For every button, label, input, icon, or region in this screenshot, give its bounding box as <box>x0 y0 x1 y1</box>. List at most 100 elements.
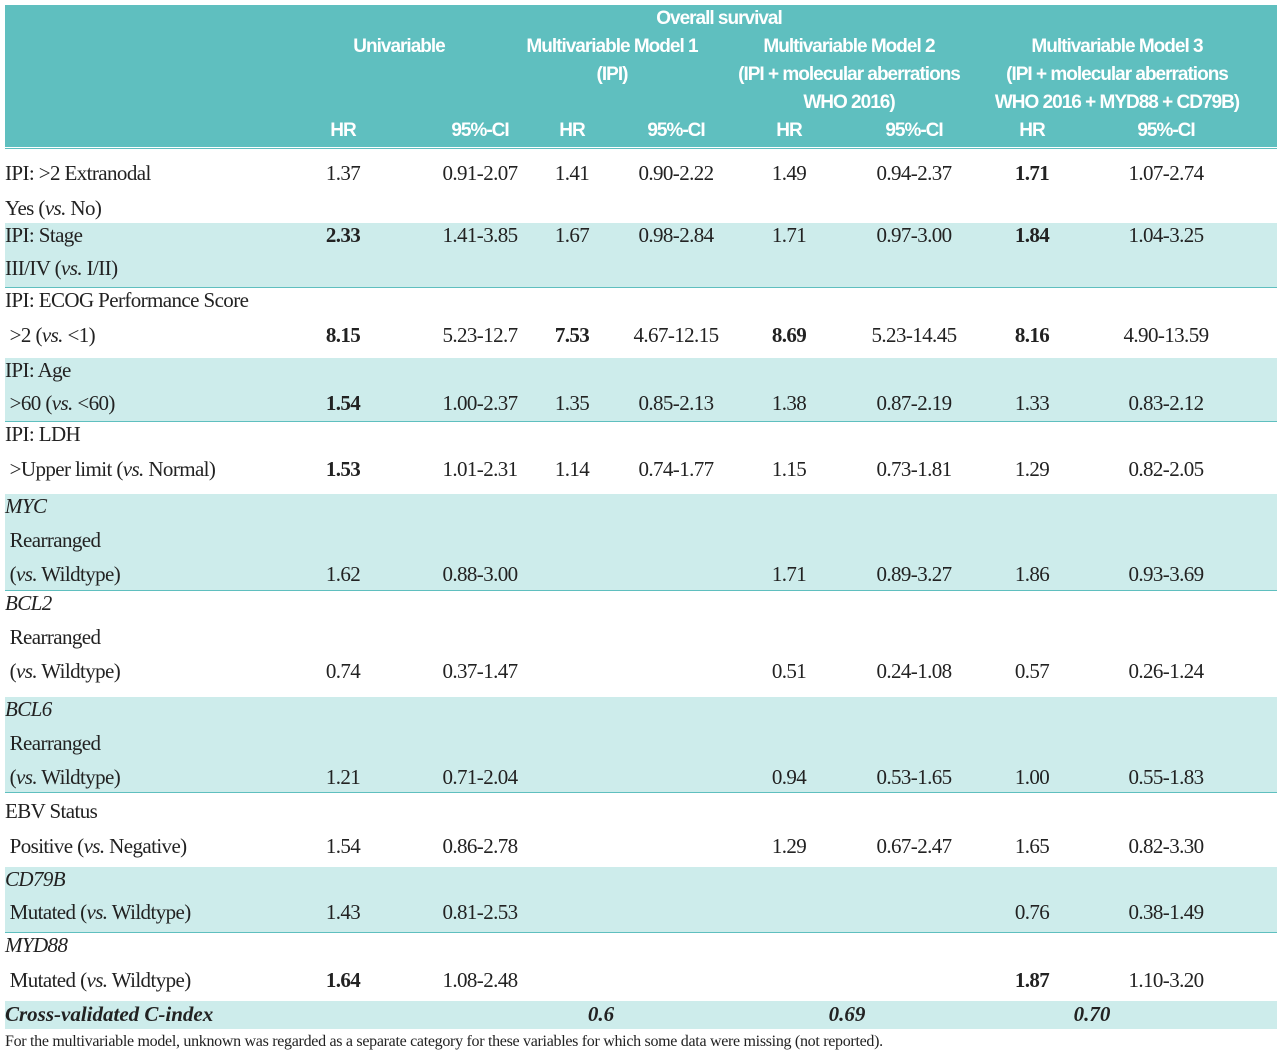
label-segment: vs. <box>16 659 38 683</box>
header-group-title: Overall survival <box>656 8 783 29</box>
label-segment: vs. <box>44 196 67 220</box>
row-line: CD79B <box>5 867 1277 901</box>
row-line: Rearranged <box>5 625 1277 659</box>
ci-cell: 0.24-1.08 <box>876 659 952 683</box>
hr-cell: 8.16 <box>1014 323 1050 347</box>
ci-cell: 1.00-2.37 <box>442 391 518 415</box>
ci-cell: 0.38-1.49 <box>1128 900 1204 924</box>
label-segment: <60) <box>72 391 115 415</box>
model-heading: WHO 2016) <box>803 92 895 113</box>
ci-cell: 0.85-2.13 <box>638 391 714 415</box>
label-segment: vs. <box>61 256 83 280</box>
row-line: Mutated (vs. Wildtype) 1.43 0.81-2.53 0.76 0… <box>5 900 1277 934</box>
label-segment: Rearranged <box>5 528 101 552</box>
hr-cell: 8.15 <box>325 323 361 347</box>
ci-cell: 0.67-2.47 <box>876 834 952 858</box>
ci-cell: 0.97-3.00 <box>876 223 952 247</box>
label-segment: Negative) <box>104 834 187 858</box>
label-segment: Rearranged <box>5 625 101 649</box>
ci-cell: 0.53-1.65 <box>876 765 952 789</box>
hr-cell: 1.67 <box>554 223 590 247</box>
ci-cell: 0.94-2.37 <box>876 161 952 185</box>
label-segment: vs. <box>122 457 145 481</box>
ci-cell: 0.73-1.81 <box>876 457 952 481</box>
row-label: CD79B <box>5 867 66 892</box>
ci-cell: 1.41-3.85 <box>442 223 518 247</box>
label-segment: Wildtype) <box>37 765 121 789</box>
row-label: Yes (vs. No) <box>5 196 102 221</box>
ci-cell: 0.82-3.30 <box>1128 834 1204 858</box>
ci-cell: 0.87-2.19 <box>876 391 952 415</box>
row-line: MYD88 <box>5 933 1277 967</box>
label-segment: Rearranged <box>5 731 101 755</box>
row-label: III/IV (vs. I/II) <box>5 256 118 281</box>
row-label: >2 (vs. <1) <box>5 323 96 348</box>
row-label: (vs. Wildtype) <box>5 659 121 684</box>
col-header-hr: HR <box>559 120 585 141</box>
label-segment: <1) <box>62 323 95 347</box>
row-label: Mutated (vs. Wildtype) <box>5 900 192 925</box>
ci-cell: 0.82-2.05 <box>1128 457 1204 481</box>
table-row: EBV Status Positive (vs. Negative) 1.54 0.… <box>5 792 1277 868</box>
row-label: Mutated (vs. Wildtype) <box>5 968 192 993</box>
row-label: IPI: >2 Extranodal <box>5 161 151 186</box>
label-segment: vs. <box>86 968 108 992</box>
row-label: IPI: ECOG Performance Score <box>5 288 249 313</box>
label-segment: >60 ( <box>5 391 53 415</box>
ci-cell: 0.83-2.12 <box>1128 391 1204 415</box>
label-segment: CD79B <box>5 867 66 891</box>
row-line: IPI: Age <box>5 358 1277 392</box>
label-segment: vs. <box>16 562 38 586</box>
col-header-hr: HR <box>330 120 356 141</box>
label-segment: >Upper limit ( <box>5 457 124 481</box>
hr-cell: 0.76 <box>1014 900 1050 924</box>
label-segment: Wildtype) <box>37 659 121 683</box>
model-heading: (IPI + molecular aberrations <box>738 64 961 85</box>
table-row: CD79B Mutated (vs. Wildtype) 1.43 0.81-2.5… <box>5 867 1277 932</box>
row-line: IPI: LDH <box>5 422 1277 456</box>
hr-cell: 0.57 <box>1014 659 1050 683</box>
ci-cell: 1.07-2.74 <box>1128 161 1204 185</box>
cindex-row: Cross-validated C-index 0.6 0.69 0.70 <box>5 1001 1277 1029</box>
hr-cell: 1.37 <box>325 161 361 185</box>
ci-cell: 0.90-2.22 <box>638 161 714 185</box>
hr-cell: 1.84 <box>1014 223 1050 247</box>
table-row: MYD88 Mutated (vs. Wildtype) 1.64 1.08-2.4… <box>5 932 1277 1001</box>
ci-cell: 0.71-2.04 <box>442 765 518 789</box>
hr-cell: 1.64 <box>325 968 361 992</box>
hr-cell: 1.53 <box>325 457 361 481</box>
model-heading: Multivariable Model 3 <box>1031 36 1203 57</box>
label-segment: ( <box>5 562 17 586</box>
row-line: BCL6 <box>5 697 1277 731</box>
label-segment: EBV Status <box>5 799 98 823</box>
table-row: IPI: ECOG Performance Score >2 (vs. <1) 8… <box>5 287 1277 359</box>
label-segment: Wildtype) <box>107 968 192 992</box>
ci-cell: 0.89-3.27 <box>876 562 952 586</box>
hr-cell: 1.38 <box>771 391 807 415</box>
label-segment: ( <box>5 765 17 789</box>
hr-cell: 7.53 <box>554 323 590 347</box>
ci-cell: 4.90-13.59 <box>1123 323 1210 347</box>
row-label: >60 (vs. <60) <box>5 391 116 416</box>
hr-cell: 1.71 <box>771 223 807 247</box>
hr-cell: 1.71 <box>1014 161 1050 185</box>
row-line: Positive (vs. Negative) 1.54 0.86-2.78 1.29… <box>5 834 1277 868</box>
hr-cell: 1.87 <box>1014 968 1050 992</box>
hr-cell: 1.71 <box>771 562 807 586</box>
hr-cell: 1.33 <box>1014 391 1050 415</box>
label-segment: vs. <box>16 765 38 789</box>
hr-cell: 8.69 <box>771 323 807 347</box>
hr-cell: 1.15 <box>771 457 807 481</box>
row-label: BCL2 <box>5 591 52 616</box>
label-segment: III/IV ( <box>5 256 62 280</box>
row-label: MYD88 <box>5 933 68 958</box>
row-line: IPI: >2 Extranodal 1.37 0.91-2.07 1.41 0.90-… <box>5 161 1277 195</box>
cindex-model2: 0.69 <box>828 1002 866 1026</box>
table-row: IPI: LDH >Upper limit (vs. Normal) 1.53 1.… <box>5 421 1277 495</box>
ci-cell: 0.86-2.78 <box>442 834 518 858</box>
label-segment: No) <box>65 196 102 220</box>
table-row: IPI: Age >60 (vs. <60) 1.54 1.00-2.37 1.35 0… <box>5 358 1277 421</box>
hr-cell: 2.33 <box>325 223 361 247</box>
model-heading: Univariable <box>353 36 445 57</box>
col-header-ci: 95%-CI <box>451 120 509 141</box>
